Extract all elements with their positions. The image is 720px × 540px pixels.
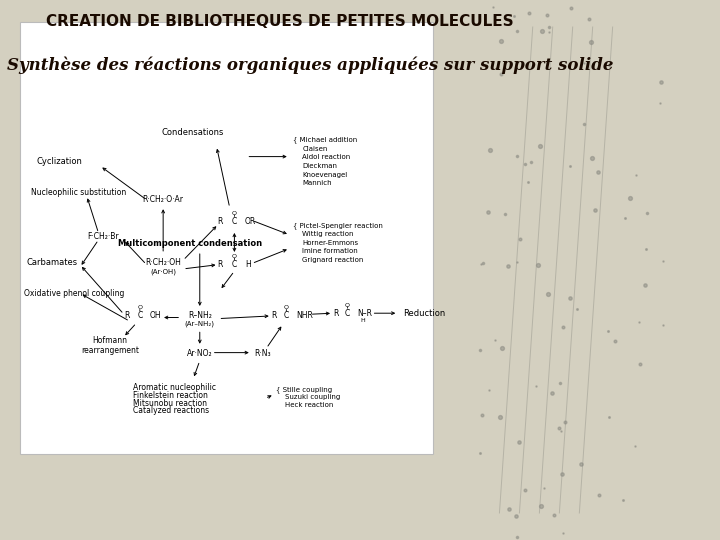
Text: Mannich: Mannich — [302, 180, 332, 186]
Text: Knoevenagel: Knoevenagel — [302, 172, 348, 178]
Text: C: C — [232, 217, 237, 226]
Text: O: O — [284, 305, 289, 310]
Text: R·CH₂·O·Ar: R·CH₂·O·Ar — [143, 195, 184, 204]
Text: F·CH₂·Br: F·CH₂·Br — [87, 232, 119, 241]
Text: { Stille coupling: { Stille coupling — [276, 386, 333, 393]
Text: Imine formation: Imine formation — [302, 248, 358, 254]
Text: { Michael addition: { Michael addition — [293, 136, 357, 143]
Text: Ar·NO₂: Ar·NO₂ — [187, 349, 212, 358]
FancyBboxPatch shape — [20, 22, 433, 454]
Text: Synthèse des réactions organiques appliquées sur support solide: Synthèse des réactions organiques appliq… — [6, 57, 613, 74]
Text: O: O — [345, 302, 350, 308]
Text: Heck reaction: Heck reaction — [285, 402, 333, 408]
Text: Catalyzed reactions: Catalyzed reactions — [133, 406, 210, 415]
Text: C: C — [284, 312, 289, 320]
Text: H: H — [245, 260, 251, 269]
Text: Oxidative phenol coupling: Oxidative phenol coupling — [24, 289, 125, 298]
Text: N–R: N–R — [357, 309, 372, 318]
Text: H: H — [360, 318, 365, 323]
Text: R·CH₂·OH: R·CH₂·OH — [145, 259, 181, 267]
Text: Hofmann
rearrangement: Hofmann rearrangement — [81, 336, 139, 355]
Text: R·N₃: R·N₃ — [255, 349, 271, 358]
Text: (Ar·OH): (Ar·OH) — [150, 268, 176, 275]
Text: CREATION DE BIBLIOTHEQUES DE PETITES MOLECULES: CREATION DE BIBLIOTHEQUES DE PETITES MOL… — [46, 14, 513, 29]
Text: R: R — [125, 312, 130, 320]
Text: O: O — [138, 305, 143, 310]
Text: Finkelstein reaction: Finkelstein reaction — [133, 391, 208, 400]
Text: O: O — [232, 254, 237, 259]
Text: Dieckman: Dieckman — [302, 163, 338, 169]
Text: Nucleophilic substitution: Nucleophilic substitution — [31, 188, 127, 197]
Text: O: O — [232, 211, 237, 216]
Text: (Ar–NH₂): (Ar–NH₂) — [185, 321, 215, 327]
Text: R: R — [333, 309, 338, 318]
Text: OH: OH — [150, 312, 161, 320]
Text: Mitsunobu reaction: Mitsunobu reaction — [133, 399, 207, 408]
Text: Claisen: Claisen — [302, 146, 328, 152]
Text: R: R — [271, 312, 276, 320]
Text: R–NH₂: R–NH₂ — [188, 312, 212, 320]
Text: Cyclization: Cyclization — [37, 158, 83, 166]
Text: { Pictel-Spengler reaction: { Pictel-Spengler reaction — [293, 222, 383, 229]
Text: Aromatic nucleophilic: Aromatic nucleophilic — [133, 383, 216, 393]
Text: Reduction: Reduction — [403, 309, 445, 318]
Text: Carbamates: Carbamates — [27, 259, 78, 267]
Text: C: C — [345, 309, 350, 318]
Text: Grignard reaction: Grignard reaction — [302, 257, 364, 263]
Text: C: C — [232, 260, 237, 269]
Text: Aldol reaction: Aldol reaction — [302, 154, 351, 160]
Text: NHR: NHR — [297, 312, 313, 320]
Text: C: C — [138, 312, 143, 320]
Text: Multicomponent condensation: Multicomponent condensation — [118, 239, 262, 247]
Text: R: R — [217, 217, 223, 226]
Text: OR: OR — [245, 217, 256, 226]
Text: Condensations: Condensations — [162, 128, 225, 137]
Text: Wittig reaction: Wittig reaction — [302, 231, 354, 237]
Text: R: R — [217, 260, 223, 269]
Text: Suzuki coupling: Suzuki coupling — [285, 394, 341, 400]
Text: Horner-Emmons: Horner-Emmons — [302, 240, 359, 246]
